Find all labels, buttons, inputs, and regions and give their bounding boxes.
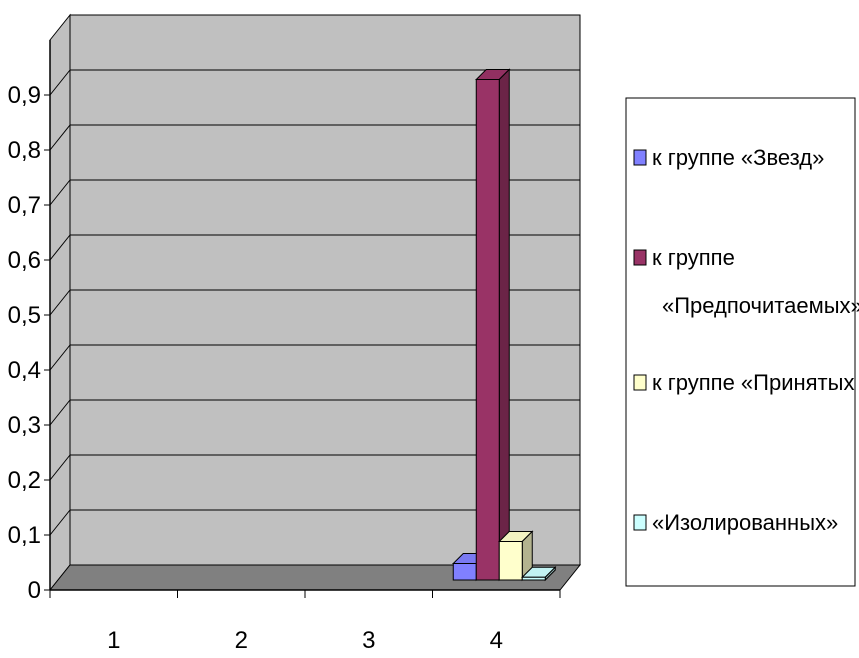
gridline (49, 234, 71, 261)
x-tick-label: 4 (490, 627, 503, 654)
y-tick-label: 0,6 (8, 247, 41, 274)
x-axis: 1 2 3 4 (49, 589, 561, 654)
bar (498, 530, 534, 582)
gridline (49, 289, 71, 316)
gridline (49, 454, 71, 481)
x-tick-label: 3 (362, 627, 375, 654)
gridline (49, 179, 71, 206)
y-tick-label: 0,4 (8, 357, 41, 384)
y-tick-label: 0,2 (8, 467, 41, 494)
legend: к группе «Звезд» к группе «Предпочитаемых»… (625, 97, 859, 587)
y-tick-label: 0,5 (8, 302, 41, 329)
y-tick-label: 0,9 (8, 82, 41, 109)
x-tick-label: 2 (235, 627, 248, 654)
legend-label: к группе «Звезд» (652, 145, 824, 170)
y-tick-label: 0,7 (8, 192, 41, 219)
y-tick-label: 0,1 (8, 522, 41, 549)
y-axis: 0 0,1 0,2 0,3 0,4 0,5 0,6 0,7 0,8 0,9 (8, 40, 51, 604)
gridline (49, 69, 71, 96)
legend-swatch (633, 249, 647, 266)
y-tick-label: 0,8 (8, 137, 41, 164)
legend-label: к группе «Предпочитаемых»; (652, 245, 859, 318)
bar (521, 566, 557, 582)
legend-swatch (633, 514, 647, 531)
x-tick-label: 1 (107, 627, 120, 654)
gridline (49, 344, 71, 371)
y-tick-label: 0 (28, 577, 41, 604)
legend-swatch (633, 374, 647, 391)
gridline (49, 124, 71, 151)
legend-label: к группе «Принятых (652, 370, 854, 395)
gridline (49, 509, 71, 536)
legend-box (625, 97, 856, 587)
gridline (49, 399, 71, 426)
legend-swatch (633, 149, 647, 166)
legend-label: «Изолированных» (652, 510, 838, 535)
bars (452, 68, 557, 582)
y-tick-label: 0,3 (8, 412, 41, 439)
bar (475, 68, 511, 582)
